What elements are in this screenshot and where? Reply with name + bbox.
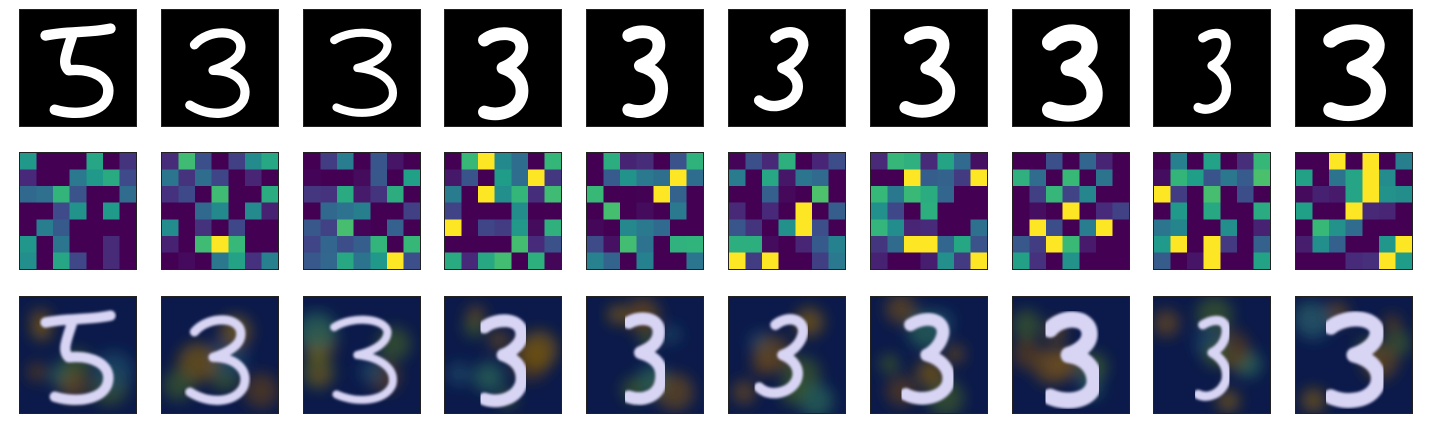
- input-digit-image: [728, 9, 846, 127]
- activation-heatmap: [444, 152, 562, 270]
- input-digit-image: [870, 9, 988, 127]
- gradcam-overlay: [161, 296, 279, 414]
- activation-heatmap: [303, 152, 421, 270]
- activation-heatmap: [586, 152, 704, 270]
- input-digit-image: [303, 9, 421, 127]
- activation-heatmap: [1295, 152, 1413, 270]
- activation-heatmap: [19, 152, 137, 270]
- activation-heatmap: [161, 152, 279, 270]
- input-digit-image: [444, 9, 562, 127]
- input-digit-image: [1295, 9, 1413, 127]
- activation-heatmap: [870, 152, 988, 270]
- activation-heatmap: [1012, 152, 1130, 270]
- gradcam-overlay: [870, 296, 988, 414]
- activation-heatmap: [1153, 152, 1271, 270]
- input-digit-image: [161, 9, 279, 127]
- activation-heatmap: [728, 152, 846, 270]
- gradcam-overlay: [1153, 296, 1271, 414]
- input-digit-image: [19, 9, 137, 127]
- input-digit-image: [1153, 9, 1271, 127]
- gradcam-overlay: [444, 296, 562, 414]
- gradcam-overlay: [728, 296, 846, 414]
- gradcam-overlay: [303, 296, 421, 414]
- gradcam-overlay: [1295, 296, 1413, 414]
- gradcam-overlay: [586, 296, 704, 414]
- input-digit-image: [1012, 9, 1130, 127]
- input-digit-image: [586, 9, 704, 127]
- gradcam-overlay: [1012, 296, 1130, 414]
- gradcam-overlay: [19, 296, 137, 414]
